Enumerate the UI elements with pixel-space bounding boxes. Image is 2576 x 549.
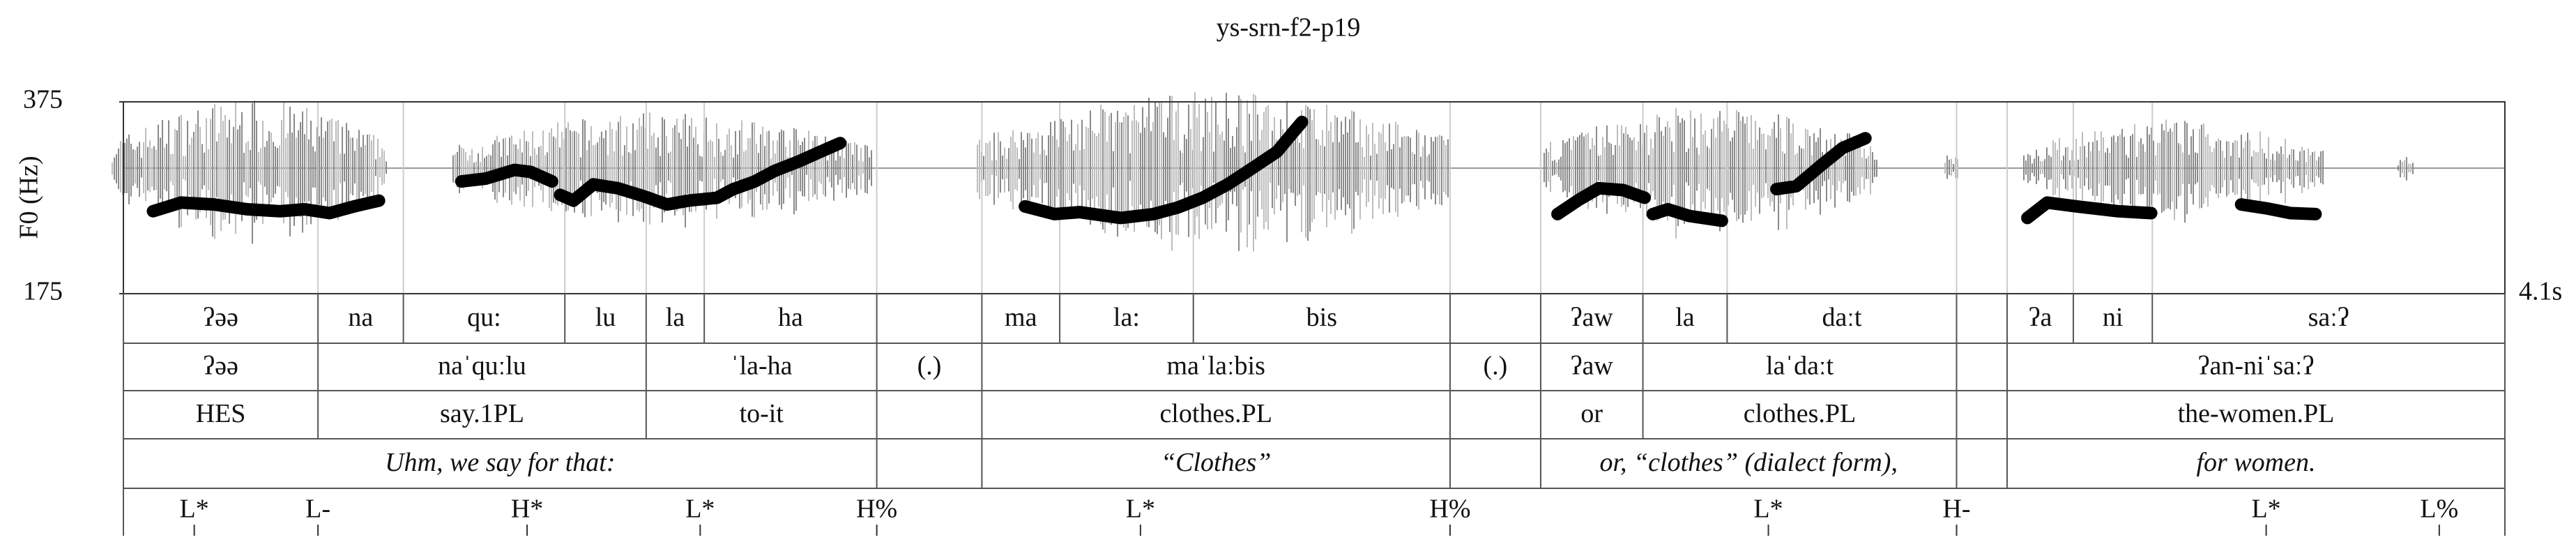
tone-label: L* xyxy=(180,495,209,524)
tone-label: L* xyxy=(1753,495,1783,524)
tier-label: lu xyxy=(595,303,616,332)
tier-label: na xyxy=(348,303,373,332)
tier-label: ʔəə xyxy=(203,303,238,332)
tone-label: L* xyxy=(1126,495,1155,524)
tone-label: H- xyxy=(1942,495,1970,524)
tier-label: ʔan-niˈsaːʔ xyxy=(2198,352,2315,381)
tone-label: L% xyxy=(2420,495,2458,524)
tier-label: “Clothes” xyxy=(1161,448,1271,477)
tier-label: (.) xyxy=(1484,352,1508,381)
tier-label: Uhm, we say for that: xyxy=(385,448,615,477)
tier-label: ha xyxy=(778,303,803,332)
tier-label: laˈdaːt xyxy=(1766,352,1834,381)
x-tick-label: 4.1s xyxy=(2519,277,2562,306)
tier-label: ʔaw xyxy=(1571,352,1614,381)
tier-label: ma xyxy=(1005,303,1037,332)
tier-label: ʔəə xyxy=(203,352,238,381)
y-tick-label: 375 xyxy=(23,85,63,114)
tone-label: H* xyxy=(511,495,543,524)
tone-label: L* xyxy=(2251,495,2280,524)
tier-label: la xyxy=(1675,303,1695,332)
y-axis-label: F0 (Hz) xyxy=(15,156,44,239)
tier-label: la: xyxy=(1113,303,1140,332)
tier-label: la xyxy=(666,303,685,332)
tier-label: saːʔ xyxy=(2308,303,2349,332)
tier-label: ʔaw xyxy=(1571,303,1614,332)
chart-title: ys-srn-f2-p19 xyxy=(1217,13,1361,43)
tone-label: L- xyxy=(305,495,330,524)
tier-label: ˈla-ha xyxy=(731,352,793,381)
tone-label: L* xyxy=(685,495,715,524)
tone-label: H% xyxy=(1429,495,1470,524)
tier-label: HES xyxy=(196,399,246,428)
tier-label: or xyxy=(1580,399,1603,428)
tier-label: to-it xyxy=(740,399,784,428)
plot-frame xyxy=(123,101,2506,294)
tier-label: (.) xyxy=(917,352,942,381)
tier-label: the-women.PL xyxy=(2178,399,2335,428)
tier-label: for women. xyxy=(2196,448,2315,477)
waveform xyxy=(112,92,2505,252)
y-tick-label: 175 xyxy=(23,277,63,306)
tier-label: bis xyxy=(1306,303,1337,332)
tier-label: qu: xyxy=(467,303,501,332)
tier-label: ni xyxy=(2103,303,2124,332)
tier-label: say.1PL xyxy=(440,399,524,428)
tier-label: or, “clothes” (dialect form), xyxy=(1599,448,1897,477)
tier-label: daːt xyxy=(1822,303,1861,332)
tier-label: clothes.PL xyxy=(1159,399,1272,428)
tier-label: maˈlaːbis xyxy=(1166,352,1265,381)
pitch-track xyxy=(146,115,2322,227)
tier-label: ʔa xyxy=(2029,303,2052,332)
tone-label: H% xyxy=(856,495,897,524)
tier-label: clothes.PL xyxy=(1744,399,1856,428)
tier-label: naˈquːlu xyxy=(438,352,526,381)
